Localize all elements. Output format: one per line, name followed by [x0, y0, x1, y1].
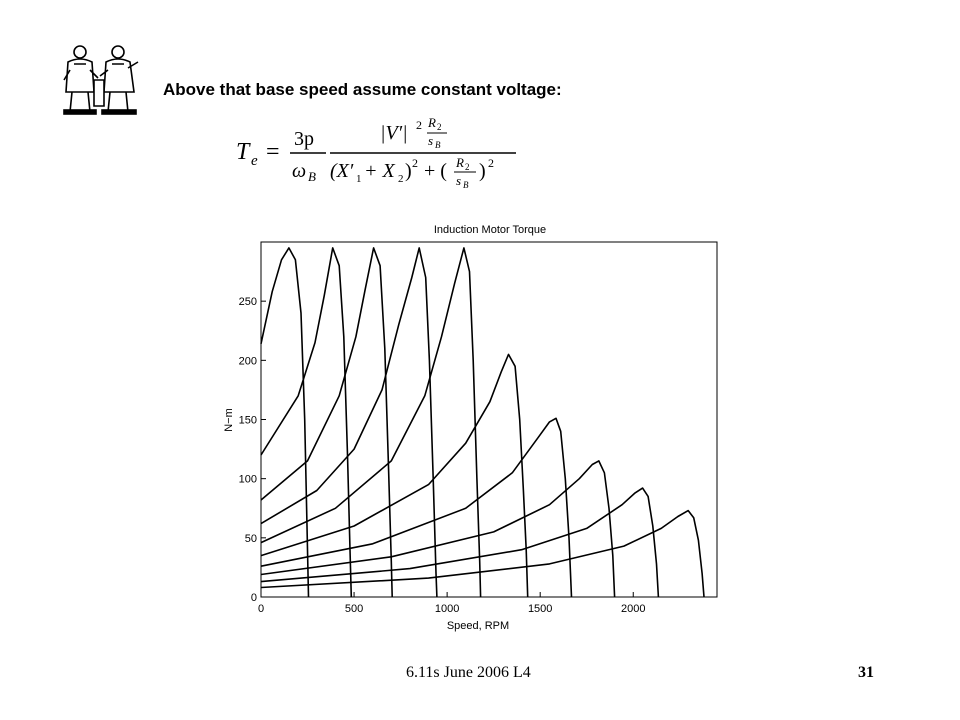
footer-course-label: 6.11s June 2006 L4 — [406, 664, 531, 681]
torque-curve-9 — [260, 487, 660, 598]
y-tick-label: 50 — [245, 533, 257, 545]
torque-curve-3 — [260, 247, 393, 598]
torque-curve-7 — [260, 417, 573, 598]
svg-text:2: 2 — [412, 156, 418, 170]
torque-formula: T e = 3p ω B |V′| 2 R 2 s B (X′ 1 + X 2 … — [236, 115, 516, 190]
svg-text:2: 2 — [437, 122, 442, 132]
x-tick-label: 2000 — [621, 603, 645, 615]
slide-heading: Above that base speed assume constant vo… — [163, 80, 562, 99]
svg-text:): ) — [479, 160, 486, 182]
y-tick-label: 0 — [251, 592, 257, 604]
y-tick-label: 250 — [239, 296, 257, 308]
svg-text:2: 2 — [398, 173, 404, 185]
torque-curve-4 — [260, 247, 438, 598]
formula-lhs-sub: e — [251, 153, 258, 169]
x-tick-label: 1000 — [435, 603, 459, 615]
svg-text:+ (: + ( — [424, 160, 447, 182]
svg-text:B: B — [463, 180, 469, 190]
y-tick-label: 150 — [239, 415, 257, 427]
svg-text:s: s — [428, 133, 433, 148]
y-axis-label: N−m — [223, 408, 235, 432]
formula-coef-den: ω — [292, 160, 306, 182]
y-tick-label: 200 — [239, 355, 257, 367]
torque-chart: Induction Motor Torque 0 500 1000 1500 2000 … — [223, 224, 718, 632]
x-axis-label: Speed, RPM — [447, 620, 509, 632]
svg-text:R: R — [427, 115, 436, 130]
y-tick-label: 100 — [239, 474, 257, 486]
torque-curve-2 — [260, 247, 353, 598]
x-tick-label: 500 — [345, 603, 363, 615]
svg-text:1: 1 — [356, 173, 362, 185]
svg-text:s: s — [456, 173, 461, 188]
svg-text:B: B — [435, 140, 441, 150]
torque-curve-6 — [260, 353, 529, 598]
torque-curve-1 — [260, 247, 310, 598]
svg-text:2: 2 — [416, 118, 422, 132]
x-tick-label: 0 — [258, 603, 264, 615]
formula-coef-den-sub: B — [308, 169, 316, 184]
svg-text:): ) — [405, 160, 412, 182]
torque-curve-10 — [260, 509, 705, 598]
svg-text:2: 2 — [465, 162, 470, 172]
svg-text:(X′: (X′ — [330, 160, 354, 182]
formula-equals: = — [266, 139, 280, 165]
torque-curve-5 — [260, 247, 482, 598]
svg-text:|V′|: |V′| — [380, 122, 408, 144]
page-number: 31 — [858, 664, 874, 681]
x-tick-label: 1500 — [528, 603, 552, 615]
svg-text:2: 2 — [488, 156, 494, 170]
two-scholars-logo-icon — [63, 45, 139, 115]
chart-title: Induction Motor Torque — [434, 224, 546, 236]
svg-text:+ X: + X — [364, 160, 395, 182]
formula-coef-num: 3p — [294, 128, 314, 150]
plot-area — [260, 241, 718, 598]
formula-lhs: T — [236, 139, 251, 165]
torque-curve-8 — [260, 460, 616, 598]
svg-text:R: R — [455, 155, 464, 170]
